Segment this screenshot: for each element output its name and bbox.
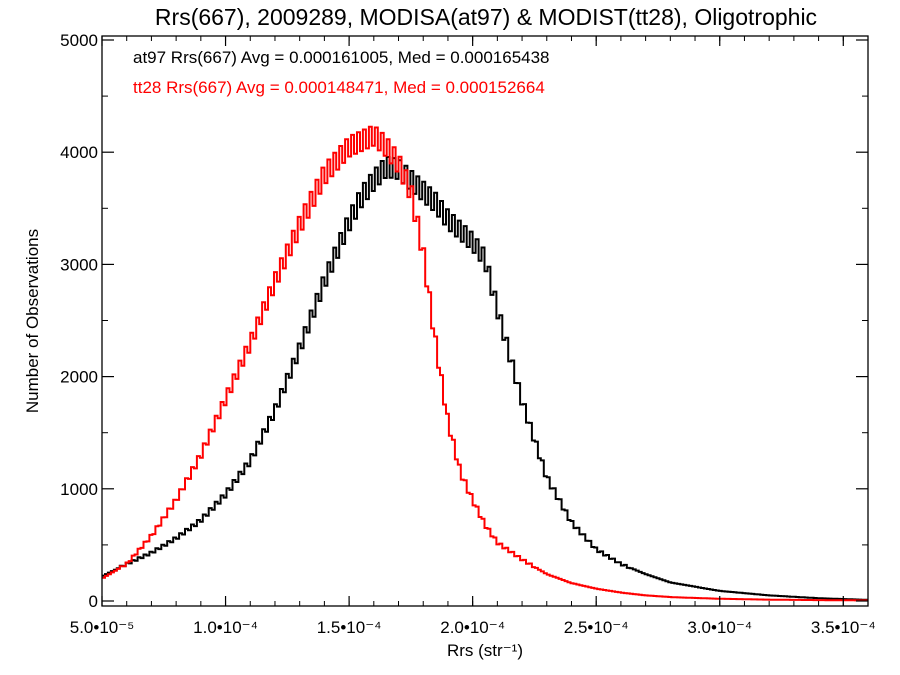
x-axis: 5.0•10⁻⁵ 1.0•10⁻⁴ 1.5•10⁻⁴ 2.0•10⁻⁴ 2.5•10⁻⁴… <box>70 36 876 637</box>
y-axis-label: Number of Observations <box>23 229 42 413</box>
x-tick-label: 3.0•10⁻⁴ <box>687 618 752 637</box>
legend-entry-tt28: tt28 Rrs(667) Avg = 0.000148471, Med = 0… <box>133 78 545 97</box>
x-tick-label: 2.0•10⁻⁴ <box>440 618 505 637</box>
x-axis-label: Rrs (str⁻¹) <box>447 641 523 660</box>
y-tick-label: 5000 <box>60 31 98 50</box>
y-tick-label: 1000 <box>60 480 98 499</box>
y-axis: 0 1000 2000 3000 4000 5000 <box>60 31 868 611</box>
y-tick-label: 3000 <box>60 255 98 274</box>
x-tick-label: 1.5•10⁻⁴ <box>317 618 382 637</box>
y-tick-label: 4000 <box>60 143 98 162</box>
y-tick-label: 2000 <box>60 368 98 387</box>
x-tick-label: 3.5•10⁻⁴ <box>811 618 876 637</box>
series-tt28-line <box>102 125 868 602</box>
x-tick-label: 1.0•10⁻⁴ <box>193 618 258 637</box>
y-tick-label: 0 <box>89 592 98 611</box>
chart-title: Rrs(667), 2009289, MODISA(at97) & MODIST… <box>155 4 817 30</box>
legend-entry-at97: at97 Rrs(667) Avg = 0.000161005, Med = 0… <box>133 48 550 67</box>
x-tick-label: 5.0•10⁻⁵ <box>70 618 135 637</box>
x-tick-label: 2.5•10⁻⁴ <box>564 618 629 637</box>
series-at97-line <box>102 156 868 601</box>
plot-area <box>102 125 868 602</box>
